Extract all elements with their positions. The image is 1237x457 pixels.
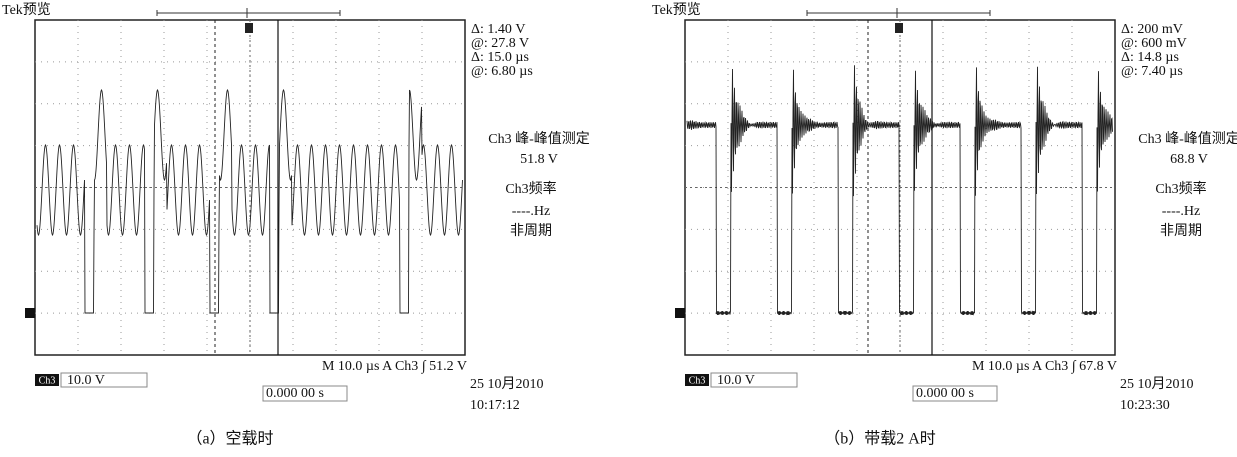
readout: @: 7.40 µs — [1121, 64, 1183, 79]
trigger-bar — [157, 8, 340, 18]
caption: （b）带载2 A时 — [824, 430, 936, 448]
freq-label: Ch3频率 — [505, 180, 556, 197]
time: 10:17:12 — [470, 398, 520, 413]
channel-scale: 10.0 V — [717, 373, 755, 388]
brand: Tek预览 — [2, 2, 51, 18]
freq-value: ----.Hz — [512, 204, 550, 219]
measure-label: Ch3 峰-峰值测定 — [1138, 131, 1237, 147]
readout: Δ: 1.40 V — [471, 22, 526, 37]
ch-marker — [25, 308, 35, 318]
measure-label: Ch3 峰-峰值测定 — [488, 131, 590, 147]
timebase: M 10.0 µs A Ch3 ∫ 67.8 V — [972, 359, 1117, 374]
freq-note: 非周期 — [510, 223, 552, 239]
readout: @: 600 mV — [1121, 36, 1187, 51]
measure-value: 68.8 V — [1170, 152, 1208, 167]
brand: Tek预览 — [652, 2, 701, 18]
trigger-marker — [245, 23, 253, 33]
time: 10:23:30 — [1120, 398, 1170, 413]
trigger-bar — [807, 8, 990, 18]
channel-badge: Ch3 — [39, 375, 56, 386]
freq-note: 非周期 — [1160, 223, 1202, 239]
readout: Δ: 14.8 µs — [1121, 50, 1179, 65]
freq-label: Ch3频率 — [1155, 180, 1206, 197]
trigger-marker — [895, 23, 903, 33]
ch-marker — [675, 308, 685, 318]
readout: @: 6.80 µs — [471, 64, 533, 79]
timebase: M 10.0 µs A Ch3 ∫ 51.2 V — [322, 359, 467, 374]
freq-value: ----.Hz — [1162, 204, 1200, 219]
readout: Δ: 15.0 µs — [471, 50, 529, 65]
scope-panel: Tek预览 Δ: 200 mV@: 600 mVΔ: 14.8 µs@: 7.40… — [652, 2, 1237, 447]
offset: 0.000 00 s — [916, 386, 974, 401]
measure-value: 51.8 V — [520, 152, 558, 167]
readout: @: 27.8 V — [471, 36, 529, 51]
figure: Tek预览 Δ: 1.40 V@: 27.8 VΔ: 15.0 µs@: 6.80… — [0, 0, 1237, 452]
channel-badge: Ch3 — [689, 375, 706, 386]
readout: Δ: 200 mV — [1121, 22, 1183, 37]
date: 25 10月2010 — [1120, 376, 1194, 392]
caption: （a）空载时 — [186, 430, 273, 448]
date: 25 10月2010 — [470, 376, 544, 392]
channel-scale: 10.0 V — [67, 373, 105, 388]
scope-panel: Tek预览 Δ: 1.40 V@: 27.8 VΔ: 15.0 µs@: 6.80… — [2, 2, 590, 447]
offset: 0.000 00 s — [266, 386, 324, 401]
